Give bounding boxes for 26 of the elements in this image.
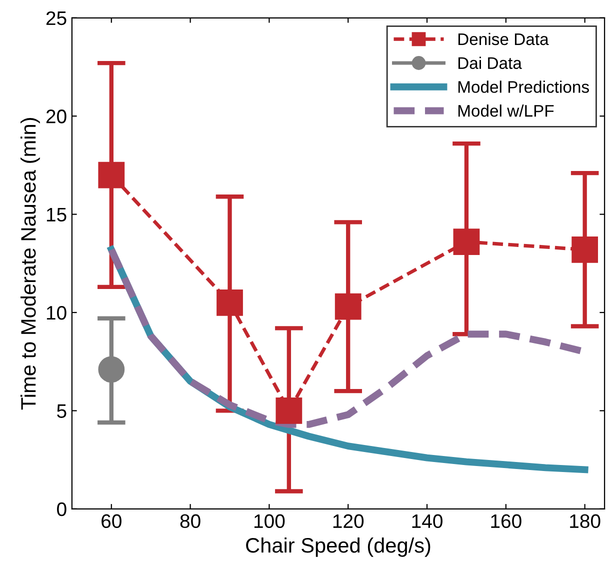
point <box>334 293 362 320</box>
y-tick-label: 15 <box>46 208 66 222</box>
y-tick-label: 10 <box>46 306 66 320</box>
point <box>453 228 480 255</box>
x-tick-label: 160 <box>491 514 522 528</box>
x-tick-label: 120 <box>333 514 364 528</box>
y-tick-label: 0 <box>57 502 66 516</box>
legend-label: Model w/LPF <box>458 104 554 117</box>
x-tick-label: 60 <box>102 514 122 528</box>
point <box>276 398 302 424</box>
y-tick-label: 20 <box>46 110 66 124</box>
point <box>216 289 243 316</box>
y-tick-label: 5 <box>57 404 66 418</box>
legend-label: Model Predictions <box>458 80 589 93</box>
legend-label: Denise Data <box>458 32 549 46</box>
x-tick-label: 140 <box>412 514 442 528</box>
point <box>572 236 598 263</box>
x-axis-title: Chair Speed (deg/s) <box>246 537 430 557</box>
x-tick-label: 100 <box>254 514 285 528</box>
point <box>98 356 125 383</box>
point <box>98 162 125 188</box>
legend-label: Dai Data <box>458 56 522 69</box>
y-axis-title: Time to Moderate Nausea (min) <box>20 118 40 410</box>
x-tick-label: 180 <box>570 514 600 528</box>
y-tick-label: 25 <box>46 11 66 26</box>
x-tick-label: 80 <box>180 514 200 528</box>
